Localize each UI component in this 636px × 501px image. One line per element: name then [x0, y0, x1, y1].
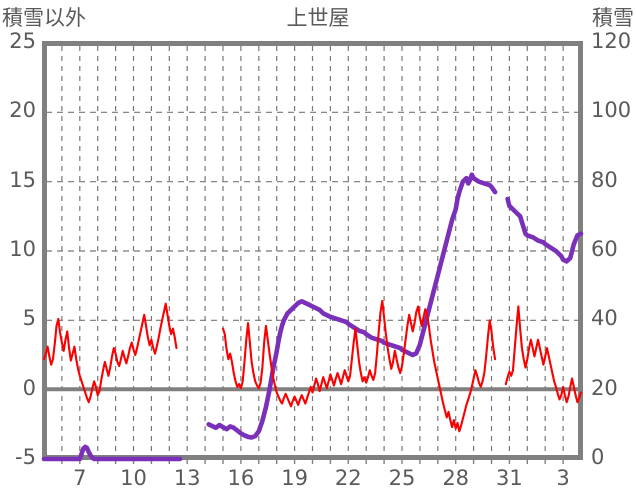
gridlines-horizontal: [46, 111, 579, 321]
series-line: [41, 444, 183, 462]
left-tick-label: -5: [15, 445, 36, 469]
bottom-tick-label: 13: [173, 466, 201, 490]
left-tick-label: 25: [9, 29, 36, 53]
left-tick-label: 10: [9, 237, 36, 261]
plot-frame: [42, 41, 583, 460]
series-line: [42, 302, 178, 404]
left-axis-title: 積雪以外: [2, 6, 86, 30]
right-tick-label: 100: [591, 98, 632, 123]
series-line: [504, 305, 583, 404]
right-tick-label: 120: [591, 29, 632, 53]
chart-title: 上世屋: [286, 6, 350, 30]
series-temp-group: [42, 299, 583, 433]
bottom-tick-label: 19: [281, 466, 308, 490]
right-tick-label: 20: [591, 375, 618, 400]
bottom-tick-label: 7: [73, 466, 87, 490]
series-line: [206, 172, 498, 440]
bottom-tick-label: 25: [388, 466, 416, 490]
left-tick-label: 5: [22, 306, 36, 331]
right-tick-label: 0: [591, 445, 605, 469]
bottom-tick-label: 10: [120, 466, 147, 490]
left-tick-label: 15: [9, 167, 36, 192]
bottom-tick-label: 16: [227, 466, 255, 490]
right-tick-label: 60: [591, 237, 618, 261]
gridlines-vertical: [61, 46, 564, 458]
right-axis-title: 積雪: [592, 6, 634, 30]
bottom-tick-label: 31: [496, 466, 523, 490]
right-tick-label: 80: [591, 167, 618, 192]
bottom-tick-label: 22: [334, 466, 362, 490]
right-tick-label: 40: [591, 306, 618, 331]
bottom-tick-label: 28: [442, 466, 470, 490]
left-tick-label: 20: [9, 98, 36, 123]
left-tick-label: 0: [22, 375, 36, 400]
bottom-tick-label: 3: [556, 466, 570, 490]
series-line: [505, 196, 584, 264]
series-line: [221, 299, 497, 433]
series-snow-group: [41, 172, 584, 462]
